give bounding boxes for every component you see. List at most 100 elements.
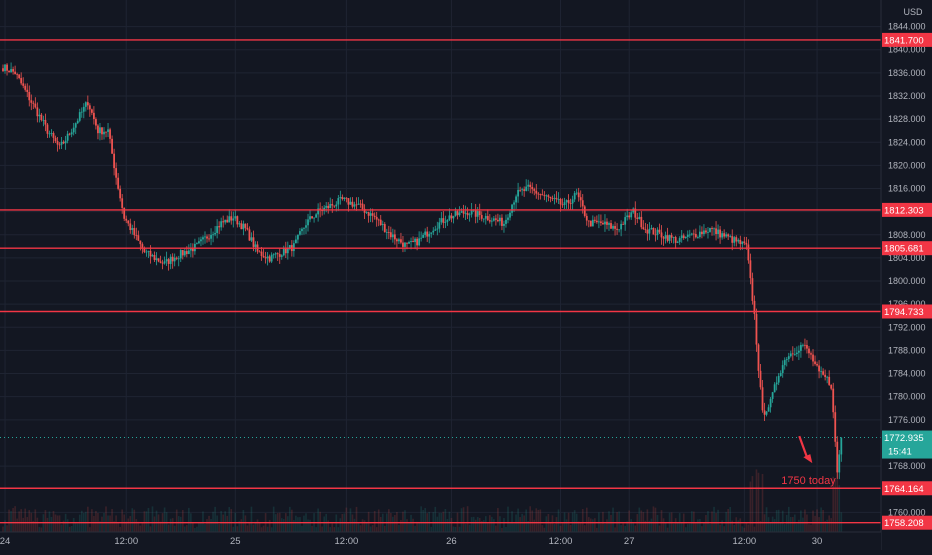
volume-bar — [258, 523, 261, 532]
candle-body — [674, 237, 677, 243]
volume-bar — [244, 515, 247, 532]
candle-body — [769, 398, 772, 408]
volume-bar — [177, 516, 180, 532]
candle-body — [385, 232, 388, 233]
volume-bar — [737, 520, 740, 532]
volume-bar — [703, 521, 705, 532]
price-line-tag — [882, 202, 932, 217]
volume-bar — [828, 515, 830, 532]
candle-body — [82, 106, 85, 112]
volume-bar — [632, 521, 635, 532]
candle-body — [123, 207, 126, 219]
volume-bar — [610, 514, 612, 532]
volume-bar — [664, 522, 667, 532]
candle-body — [628, 215, 631, 218]
volume-bar — [551, 515, 554, 532]
volume-bar — [721, 520, 723, 532]
volume-bar — [254, 521, 257, 532]
candle-body — [297, 234, 299, 240]
volume-bar — [832, 476, 835, 532]
volume-bar — [117, 522, 119, 532]
candle-body — [804, 344, 806, 346]
candle-body — [185, 251, 188, 255]
candle-body — [690, 233, 693, 235]
candle-body — [396, 239, 398, 242]
volume-bar — [111, 509, 113, 532]
volume-bar — [802, 517, 804, 532]
candle-body — [420, 237, 423, 239]
candle-body — [600, 221, 602, 223]
candle-body — [531, 187, 534, 190]
candle-body — [585, 215, 588, 221]
candle-body — [412, 241, 414, 242]
volume-bar — [630, 519, 633, 532]
candle-body — [189, 248, 192, 251]
volume-bar — [420, 506, 422, 532]
volume-bar — [590, 518, 592, 532]
volume-bar — [581, 508, 584, 532]
annotation-arrow-head — [803, 454, 813, 464]
candle-body — [503, 223, 505, 226]
volume-bar — [353, 518, 356, 532]
candle-body — [88, 105, 91, 110]
candle-body — [458, 212, 461, 216]
candle-body — [149, 250, 152, 257]
y-tick-label: 1780.000 — [888, 392, 926, 402]
volume-bar — [531, 510, 534, 532]
volume-bar — [418, 522, 420, 532]
volume-bar — [10, 511, 12, 532]
price-line-tag-label: 1764.164 — [884, 484, 924, 495]
candle-body — [406, 242, 408, 244]
candle-body — [616, 228, 618, 230]
candle-body — [490, 220, 493, 222]
volume-bar — [337, 527, 340, 532]
candle-body — [230, 216, 233, 221]
candle-body — [703, 230, 705, 235]
candle-body — [828, 376, 831, 385]
volume-bar — [466, 506, 469, 532]
candle-body — [795, 352, 798, 355]
y-tick-label: 1768.000 — [888, 461, 926, 471]
candle-body — [781, 365, 784, 374]
candle-body — [206, 236, 208, 239]
y-tick-label: 1800.000 — [888, 276, 926, 286]
candle-body — [369, 213, 372, 216]
volume-bar — [214, 506, 216, 532]
y-tick-label: 1816.000 — [888, 184, 926, 194]
candle-body — [62, 141, 65, 144]
candle-body — [707, 231, 709, 233]
volume-bar — [735, 517, 738, 532]
volume-bar — [20, 509, 22, 532]
candle-body — [315, 214, 317, 218]
volume-bar — [826, 519, 828, 532]
candle-body — [644, 229, 647, 230]
volume-bar — [697, 519, 699, 532]
volume-bar — [775, 510, 778, 532]
volume-bar — [822, 509, 824, 532]
volume-bar — [804, 509, 806, 532]
candle-body — [587, 220, 590, 222]
volume-bar — [151, 506, 154, 532]
candle-body — [70, 132, 73, 135]
candle-body — [462, 211, 465, 214]
candle-body — [208, 238, 210, 240]
volume-bar — [367, 511, 370, 532]
volume-bar — [430, 526, 433, 532]
volume-bar — [99, 521, 101, 532]
volume-bar — [297, 517, 299, 532]
candle-body — [383, 224, 386, 233]
candle-body — [355, 204, 358, 206]
volume-bar — [583, 525, 586, 532]
candle-body — [517, 189, 519, 197]
volume-bar — [315, 527, 317, 532]
candle-body — [497, 219, 499, 222]
candle-body — [692, 233, 695, 235]
candle-body — [278, 254, 281, 257]
candle-body — [610, 223, 612, 229]
candle-body — [783, 360, 786, 366]
annotation-text: 1750 today — [781, 475, 836, 487]
volume-bar — [644, 520, 647, 532]
candle-body — [133, 228, 136, 236]
volume-bar — [145, 511, 148, 532]
candle-body — [387, 232, 390, 233]
